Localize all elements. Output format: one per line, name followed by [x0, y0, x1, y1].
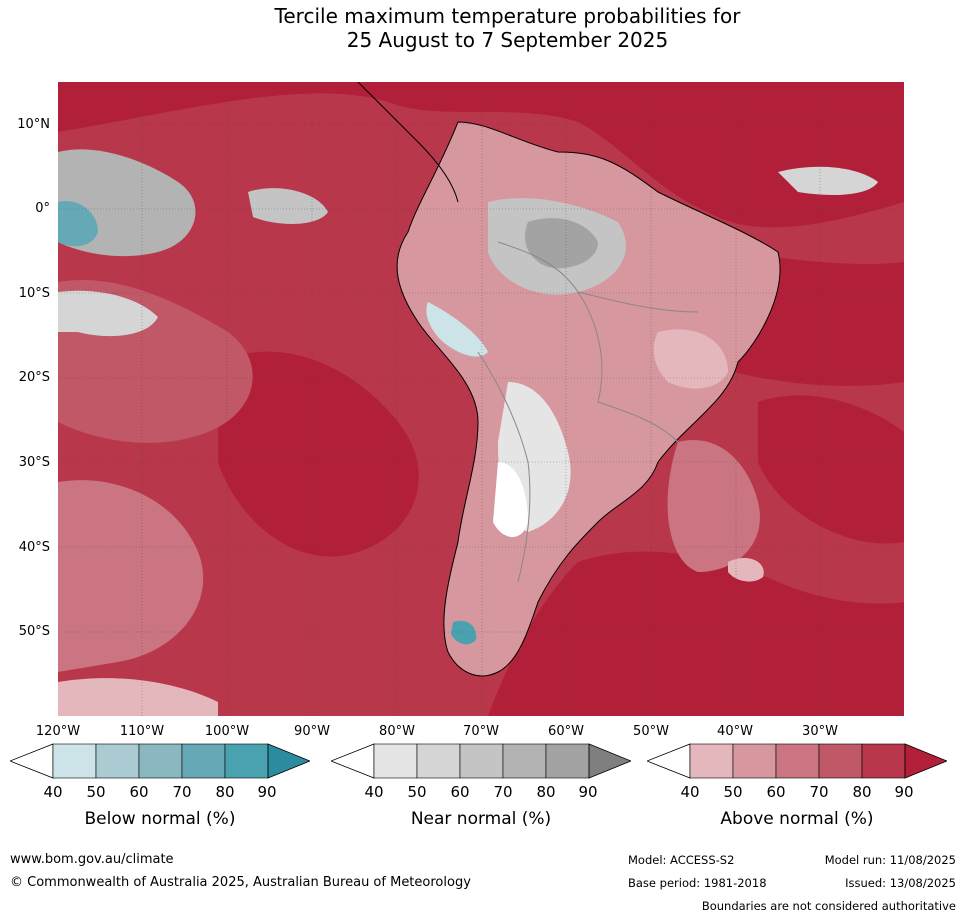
near-tick-70: 70: [493, 783, 513, 801]
lon-label-60w: 60°W: [548, 724, 584, 739]
map-title: Tercile maximum temperature probabilitie…: [0, 4, 965, 52]
colorbar-below: [10, 743, 310, 779]
below-cbar-segment: [52, 743, 97, 779]
near-normal-title: Near normal (%): [410, 809, 552, 829]
above-tick-90: 90: [894, 783, 914, 801]
lon-label-80w: 80°W: [379, 724, 415, 739]
above-cbar-segment: [689, 743, 734, 779]
base-period-text: Base period: 1981-2018: [628, 876, 767, 890]
below-tick-80: 80: [215, 783, 235, 801]
near-tick-80: 80: [536, 783, 556, 801]
lat-label-20s: 20°S: [18, 370, 50, 385]
below-tick-70: 70: [172, 783, 192, 801]
near-tick-90: 90: [578, 783, 598, 801]
below-tick-60: 60: [129, 783, 149, 801]
near-cbar-segment: [545, 743, 590, 779]
lat-label-10n: 10°N: [17, 117, 50, 132]
lon-label-70w: 70°W: [463, 724, 499, 739]
below-cbar-segment: [95, 743, 140, 779]
lat-label-0: 0°: [35, 201, 50, 216]
lon-label-120w: 120°W: [35, 724, 81, 739]
model-text: Model: ACCESS-S2: [628, 853, 735, 867]
lat-label-40s: 40°S: [18, 540, 50, 555]
near-tick-50: 50: [407, 783, 427, 801]
title-line-2: 25 August to 7 September 2025: [346, 28, 669, 52]
copyright-text: © Commonwealth of Australia 2025, Austra…: [10, 875, 471, 890]
below-tick-90: 90: [257, 783, 277, 801]
colorbar-near: [331, 743, 631, 779]
above-tick-60: 60: [766, 783, 786, 801]
map-svg: [58, 82, 904, 716]
above-cbar-segment: [775, 743, 820, 779]
model-run-text: Model run: 11/08/2025: [824, 853, 956, 867]
near-cbar-high-arrow: [588, 743, 631, 779]
near-tick-60: 60: [450, 783, 470, 801]
lat-label-50s: 50°S: [18, 624, 50, 639]
lon-label-30w: 30°W: [802, 724, 838, 739]
probability-map: [58, 82, 904, 716]
colorbar-above: [647, 743, 947, 779]
above-cbar-segment: [818, 743, 863, 779]
lon-label-100w: 100°W: [204, 724, 250, 739]
below-tick-40: 40: [43, 783, 63, 801]
above-tick-70: 70: [809, 783, 829, 801]
above-tick-50: 50: [723, 783, 743, 801]
above-cbar-high-arrow: [904, 743, 947, 779]
website-text: www.bom.gov.au/climate: [10, 852, 174, 867]
lon-label-90w: 90°W: [294, 724, 330, 739]
lat-label-30s: 30°S: [18, 455, 50, 470]
above-cbar-segment: [861, 743, 906, 779]
below-normal-title: Below normal (%): [84, 809, 236, 829]
near-cbar-low-arrow: [331, 743, 375, 779]
below-cbar-segment: [138, 743, 183, 779]
near-tick-40: 40: [364, 783, 384, 801]
lon-label-110w: 110°W: [119, 724, 165, 739]
lon-label-40w: 40°W: [717, 724, 753, 739]
above-tick-40: 40: [680, 783, 700, 801]
near-cbar-segment: [502, 743, 547, 779]
near-cbar-segment: [416, 743, 461, 779]
below-cbar-segment: [181, 743, 226, 779]
above-cbar-low-arrow: [647, 743, 691, 779]
disclaimer-text: Boundaries are not considered authoritat…: [701, 899, 956, 913]
above-cbar-segment: [732, 743, 777, 779]
lat-label-10s: 10°S: [18, 286, 50, 301]
near-cbar-segment: [459, 743, 504, 779]
below-tick-50: 50: [86, 783, 106, 801]
below-cbar-segment: [224, 743, 269, 779]
issued-text: Issued: 13/08/2025: [845, 876, 956, 890]
title-line-1: Tercile maximum temperature probabilitie…: [274, 4, 741, 28]
lon-label-50w: 50°W: [633, 724, 669, 739]
below-cbar-low-arrow: [10, 743, 54, 779]
below-cbar-high-arrow: [267, 743, 310, 779]
above-normal-title: Above normal (%): [720, 809, 874, 829]
near-cbar-segment: [373, 743, 418, 779]
above-tick-80: 80: [852, 783, 872, 801]
